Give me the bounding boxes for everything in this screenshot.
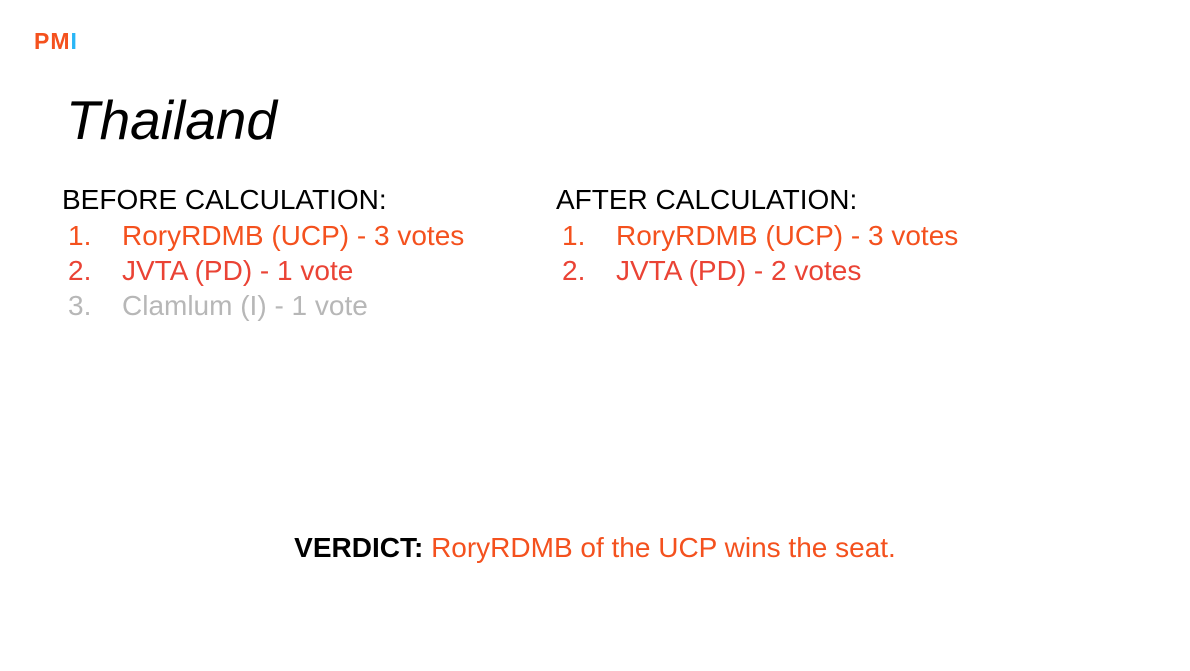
verdict-label: VERDICT:	[294, 532, 424, 563]
list-item-text: Clamlum (I) - 1 vote	[122, 290, 368, 321]
before-calculation-heading: BEFORE CALCULATION:	[62, 184, 387, 215]
pmi-logo: PMI	[34, 30, 78, 53]
list-item: 1. RoryRDMB (UCP) - 3 votes	[556, 218, 1026, 253]
list-item-number: 2.	[68, 255, 92, 286]
list-item-number: 1.	[562, 220, 586, 251]
list-item: 1. RoryRDMB (UCP) - 3 votes	[62, 218, 532, 253]
list-item-text: JVTA (PD) - 2 votes	[616, 255, 862, 286]
logo-letter-p: P	[34, 28, 51, 54]
list-item-text: RoryRDMB (UCP) - 3 votes	[616, 220, 959, 251]
before-calculation-list: 1. RoryRDMB (UCP) - 3 votes 2. JVTA (PD)…	[62, 218, 532, 323]
after-calculation-list: 1. RoryRDMB (UCP) - 3 votes 2. JVTA (PD)…	[556, 218, 1026, 288]
list-item-number: 3.	[68, 290, 92, 321]
list-item: 2. JVTA (PD) - 1 vote	[62, 253, 532, 288]
list-item-text: JVTA (PD) - 1 vote	[122, 255, 354, 286]
list-item-text: RoryRDMB (UCP) - 3 votes	[122, 220, 465, 251]
list-item-number: 1.	[68, 220, 92, 251]
logo-letter-i: I	[70, 28, 78, 54]
before-calculation-section: BEFORE CALCULATION: 1. RoryRDMB (UCP) - …	[62, 182, 532, 323]
after-calculation-heading: AFTER CALCULATION:	[556, 184, 858, 215]
verdict-text: RoryRDMB of the UCP wins the seat.	[431, 532, 896, 563]
list-item-number: 2.	[562, 255, 586, 286]
logo-letter-m: M	[50, 28, 71, 54]
list-item: 2. JVTA (PD) - 2 votes	[556, 253, 1026, 288]
list-item: 3. Clamlum (I) - 1 vote	[62, 288, 532, 323]
page-title: Thailand	[66, 89, 277, 151]
verdict: VERDICT: RoryRDMB of the UCP wins the se…	[0, 530, 1190, 565]
after-calculation-section: AFTER CALCULATION: 1. RoryRDMB (UCP) - 3…	[556, 182, 1026, 288]
